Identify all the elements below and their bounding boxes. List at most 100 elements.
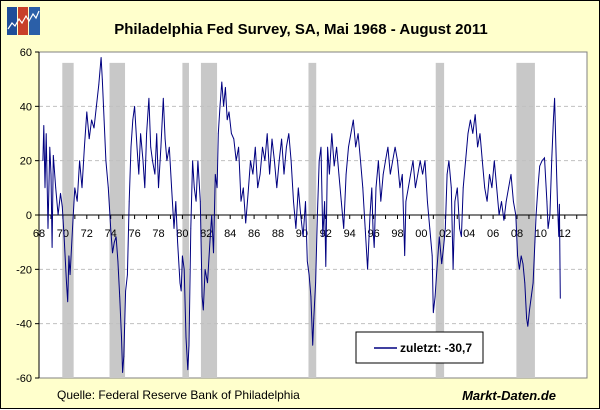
data-point	[526, 317, 527, 319]
data-point	[281, 138, 282, 140]
data-point	[81, 187, 83, 189]
data-point	[115, 236, 117, 238]
data-point	[333, 165, 335, 167]
data-point	[415, 187, 416, 189]
x-tick-label: 12	[559, 228, 571, 240]
data-point	[142, 160, 144, 162]
data-point	[45, 133, 47, 134]
data-point	[162, 97, 164, 99]
data-point	[266, 133, 268, 134]
data-point	[125, 290, 127, 292]
data-point	[193, 187, 195, 189]
data-point	[230, 133, 232, 134]
x-tick-label: 70	[57, 228, 69, 240]
data-point	[43, 124, 45, 126]
data-point	[49, 146, 51, 148]
data-point	[462, 187, 464, 189]
data-point	[508, 187, 510, 189]
data-point	[72, 228, 73, 229]
recession-bar	[62, 62, 74, 378]
x-tick-label: 10	[535, 228, 547, 240]
data-point	[223, 105, 225, 107]
recession-bar	[200, 62, 218, 378]
data-point	[67, 301, 69, 303]
data-point	[302, 236, 304, 238]
data-point	[122, 372, 124, 373]
data-point	[446, 173, 448, 175]
data-point	[556, 165, 557, 167]
data-point	[324, 201, 326, 202]
data-point	[158, 187, 159, 189]
data-point	[187, 369, 189, 371]
brand-logo: Markt-Daten.de	[462, 388, 556, 403]
data-point	[182, 255, 183, 257]
data-point	[501, 201, 502, 202]
data-point	[382, 173, 384, 175]
data-point	[426, 201, 428, 202]
data-point	[417, 173, 419, 175]
data-point	[336, 146, 337, 148]
data-point	[216, 187, 218, 189]
data-point	[438, 236, 440, 238]
data-point	[454, 201, 456, 202]
legend-label: zuletzt: -30,7	[400, 341, 472, 355]
data-point	[474, 114, 476, 115]
x-tick-label: 04	[463, 228, 475, 240]
data-point	[123, 355, 125, 357]
data-point	[171, 187, 173, 189]
data-point	[549, 214, 551, 216]
data-point	[190, 228, 192, 229]
data-point	[69, 274, 71, 276]
x-tick-label: 06	[487, 228, 499, 240]
data-point	[213, 252, 214, 254]
data-point	[310, 296, 312, 297]
data-point	[372, 228, 374, 229]
data-point	[44, 187, 46, 189]
data-point	[318, 160, 320, 162]
data-point	[541, 160, 543, 162]
x-tick-label: 68	[33, 228, 45, 240]
x-tick-label: 90	[296, 228, 308, 240]
data-point	[226, 119, 228, 121]
data-point	[461, 236, 462, 238]
data-point	[271, 138, 273, 140]
data-point	[434, 296, 436, 297]
data-point	[530, 296, 532, 297]
data-point	[86, 111, 88, 113]
data-point	[202, 309, 204, 311]
data-point	[558, 236, 560, 238]
data-point	[130, 146, 132, 148]
data-point	[101, 78, 103, 80]
data-point	[201, 296, 203, 297]
data-point	[217, 133, 219, 134]
data-point	[183, 268, 185, 270]
data-point	[225, 86, 226, 88]
data-point	[350, 133, 352, 134]
data-point	[362, 187, 364, 189]
data-point	[436, 268, 438, 270]
data-point	[407, 187, 409, 189]
data-point	[148, 97, 150, 99]
data-point	[138, 173, 140, 175]
data-point	[524, 282, 526, 284]
data-point	[306, 260, 308, 262]
x-tick-label: 72	[81, 228, 93, 240]
data-point	[399, 187, 401, 189]
data-point	[300, 214, 302, 216]
data-point	[91, 119, 92, 121]
data-point	[66, 282, 67, 284]
data-point	[479, 133, 481, 134]
data-point	[518, 268, 520, 270]
recession-bar	[435, 62, 445, 378]
x-tick-label: 88	[272, 228, 284, 240]
data-point	[469, 119, 471, 121]
data-point	[140, 133, 141, 134]
data-point	[546, 201, 548, 202]
data-point	[160, 146, 162, 148]
source-note: Quelle: Federal Reserve Bank of Philadel…	[57, 388, 300, 402]
series-line	[42, 57, 561, 373]
recession-bar	[109, 62, 126, 378]
data-point	[276, 187, 278, 189]
data-point	[377, 160, 379, 162]
